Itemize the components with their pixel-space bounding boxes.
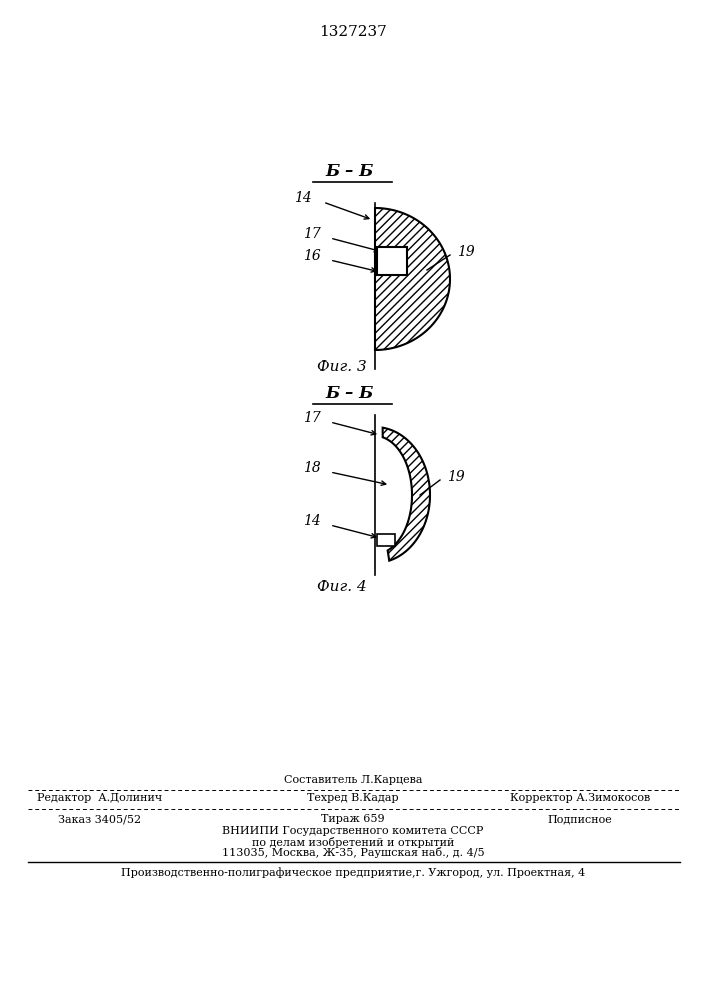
Polygon shape: [375, 208, 450, 350]
Text: 17: 17: [303, 227, 321, 241]
Text: Подписное: Подписное: [548, 814, 612, 824]
Text: 113035, Москва, Ж-35, Раушская наб., д. 4/5: 113035, Москва, Ж-35, Раушская наб., д. …: [222, 848, 484, 858]
Text: 19: 19: [447, 470, 464, 484]
Bar: [377, 247, 407, 275]
Text: Фиг. 3: Фиг. 3: [317, 360, 367, 374]
Text: 1327237: 1327237: [319, 25, 387, 39]
Text: 17: 17: [303, 411, 321, 425]
Text: Составитель Л.Карцева: Составитель Л.Карцева: [284, 775, 422, 785]
Text: 18: 18: [303, 461, 321, 475]
Text: Редактор  А.Долинич: Редактор А.Долинич: [37, 793, 163, 803]
Text: 19: 19: [457, 245, 474, 259]
Text: Тираж 659: Тираж 659: [321, 814, 385, 824]
Text: Производственно-полиграфическое предприятие,г. Ужгород, ул. Проектная, 4: Производственно-полиграфическое предприя…: [121, 868, 585, 878]
Text: Техред В.Кадар: Техред В.Кадар: [307, 793, 399, 803]
Text: Фиг. 4: Фиг. 4: [317, 580, 367, 594]
Text: Б – Б: Б – Б: [326, 163, 374, 180]
Polygon shape: [382, 428, 430, 561]
Text: ВНИИПИ Государственного комитета СССР: ВНИИПИ Государственного комитета СССР: [222, 826, 484, 836]
Text: Заказ 3405/52: Заказ 3405/52: [59, 814, 141, 824]
Text: по делам изобретений и открытий: по делам изобретений и открытий: [252, 836, 454, 848]
Text: Корректор А.Зимокосов: Корректор А.Зимокосов: [510, 793, 650, 803]
Text: 14: 14: [303, 514, 321, 528]
Text: Б – Б: Б – Б: [326, 385, 374, 402]
Bar: [377, 534, 395, 546]
Text: 16: 16: [303, 249, 321, 263]
Text: 14: 14: [294, 191, 312, 205]
